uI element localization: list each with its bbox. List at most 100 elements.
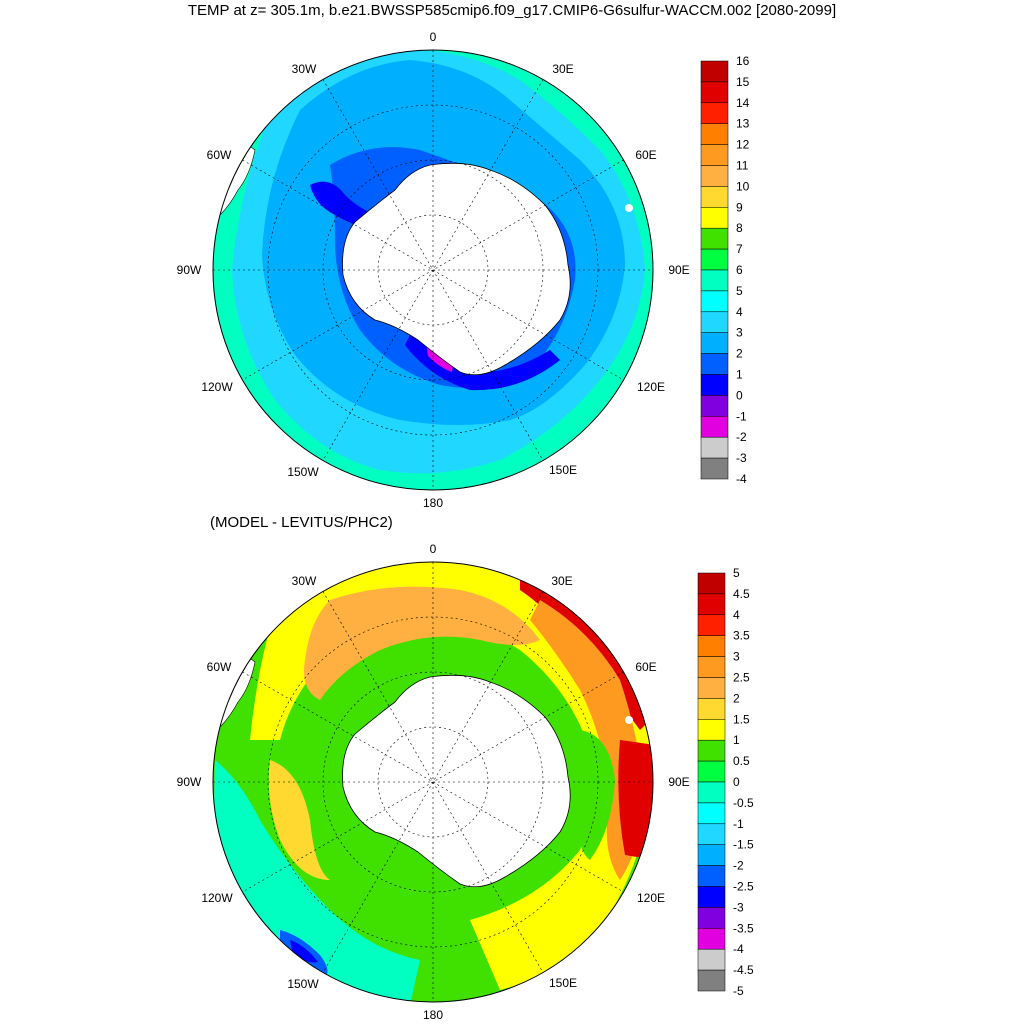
colorbar-swatch [697,739,726,762]
colorbar-tick-label: 1 [733,733,740,747]
lon-label-150e-b: 150E [549,976,577,990]
colorbar-tick-label: 5 [736,284,743,298]
colorbar-swatch [700,457,729,480]
colorbar-swatch [697,614,726,636]
colorbar-tick-label: -4.5 [733,963,754,977]
colorbar-swatch [697,969,726,992]
lon-label-150w-b: 150W [287,977,319,991]
colorbar-swatch [700,144,729,166]
difference-longitude-labels: 0 30E 60E 90E 120E 150E 180 150W 120W 90… [177,542,690,1022]
colorbar-swatch [697,719,726,741]
colorbar-swatch [700,353,729,375]
lon-label-180: 180 [423,496,443,510]
lon-label-60w: 60W [207,148,232,162]
colorbar-swatch [697,635,726,657]
colorbar-swatch [700,102,729,124]
colorbar-swatch [700,248,729,271]
colorbar-tick-label: 5 [733,566,740,580]
temp-longitude-labels: 0 30E 60E 90E 120E 150E 180 150W 120W 90… [177,30,690,510]
colorbar-swatch [697,698,726,720]
colorbar-tick-label: 4.5 [733,587,750,601]
colorbar-swatch [697,760,726,783]
colorbar-swatch [697,823,726,845]
colorbar-tick-label: -1 [733,817,744,831]
lon-label-60e: 60E [635,148,656,162]
colorbar-tick-label: -4 [733,942,744,956]
colorbar-tick-label: 11 [736,159,749,173]
lon-label-120w-b: 120W [201,891,233,905]
colorbar-swatch [697,844,726,866]
colorbar-tick-label: -5 [733,984,744,998]
lon-label-120w: 120W [201,380,233,394]
diff-east-warm [530,600,645,880]
colorbar-tick-label: -3 [733,900,744,914]
colorbar-swatch [697,802,726,825]
island-bottom [625,716,633,724]
difference-colorbar: 5 4.5 4 3.5 3 2.5 2 1.5 1 0.5 0 -0.5 -1 -1.5 -2 -2.5 -3 -… [697,566,754,998]
colorbar-swatch [697,677,726,699]
colorbar-swatch [697,865,726,887]
colorbar-tick-label: 10 [736,179,750,193]
temp-ross-shelf [405,335,560,391]
colorbar-tick-label: 4 [736,305,743,319]
diff-east-hot [618,740,653,860]
colorbar-swatch [700,123,729,145]
colorbar-tick-label: 4 [733,608,740,622]
diff-amundsen-coldest [290,940,318,963]
difference-subtitle: (MODEL - LEVITUS/PHC2) [210,514,393,531]
antarctica-continent-bottom [342,674,571,888]
temp-map-frame [212,49,654,491]
colorbar-tick-label: 0 [733,775,740,789]
colorbar-swatch [700,436,729,459]
colorbar-swatch [697,886,726,908]
colorbar-tick-label: 0 [736,388,743,402]
colorbar-swatch [700,165,729,187]
colorbar-tick-label: 0.5 [733,754,750,768]
colorbar-swatch [700,207,729,229]
colorbar-tick-label: 14 [736,96,750,110]
colorbar-tick-label: -4 [736,472,747,486]
difference-map [212,561,654,1003]
lon-label-30e-b: 30E [551,574,572,588]
lon-label-30e: 30E [552,62,573,76]
colorbar-swatch [697,656,726,678]
colorbar-tick-label: -0.5 [733,796,754,810]
lon-label-180-b: 180 [423,1008,443,1022]
colorbar-swatch [700,416,729,438]
colorbar-swatch [700,269,729,292]
antarctica-continent-top [342,162,571,376]
lon-label-60w-b: 60W [207,660,232,674]
colorbar-tick-label: 2 [733,691,740,705]
colorbar-tick-label: -2 [733,859,744,873]
colorbar-tick-label: 2.5 [733,671,750,685]
lon-label-90w-b: 90W [177,775,202,789]
colorbar-swatch [697,572,726,595]
colorbar-swatch [700,290,729,313]
colorbar-tick-label: 15 [736,75,750,89]
colorbar-tick-label: 7 [736,242,743,256]
colorbar-tick-label: 9 [736,200,743,214]
colorbar-tick-label: 12 [736,138,750,152]
lon-label-90e-b: 90E [668,775,689,789]
diff-east-green [576,730,615,860]
colorbar-tick-label: 1.5 [733,712,750,726]
colorbar-swatch [697,781,726,804]
lon-label-150e: 150E [549,463,577,477]
island-top [625,204,633,212]
colorbar-tick-label: -1.5 [733,838,754,852]
colorbar-swatch [697,907,726,929]
colorbar-swatch [700,60,729,83]
lon-label-120e: 120E [637,380,665,394]
colorbar-tick-label: -1 [736,409,747,423]
lon-label-30w-b: 30W [292,574,317,588]
colorbar-tick-label: 8 [736,221,743,235]
colorbar-tick-label: -2.5 [733,880,754,894]
colorbar-tick-label: -3 [736,451,747,465]
colorbar-swatch [697,948,726,971]
diff-band-1 [250,562,652,990]
colorbar-swatch [700,395,729,417]
lon-label-60e-b: 60E [635,660,656,674]
lon-label-150w: 150W [287,465,319,479]
colorbar-swatch [700,332,729,354]
